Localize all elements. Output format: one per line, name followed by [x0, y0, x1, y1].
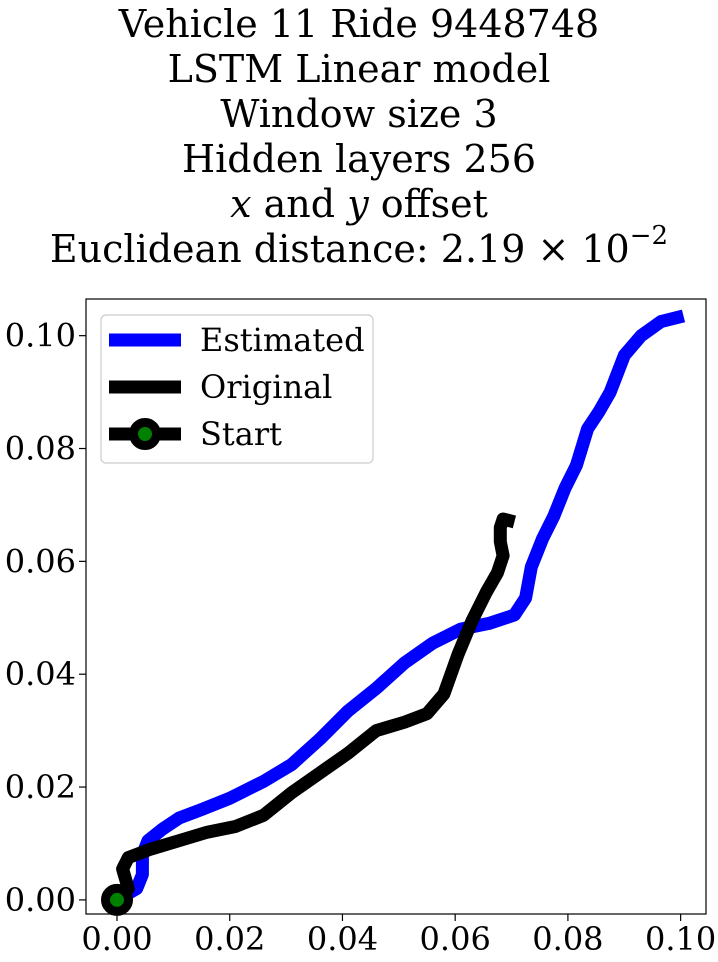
title-y-symbol: y — [347, 182, 369, 226]
series-line-original — [112, 512, 517, 905]
y-axis: 0.00 0.02 0.04 0.06 0.08 0.10 — [5, 317, 86, 919]
title-line-2: LSTM Linear model — [167, 47, 551, 91]
legend-label-original: Original — [200, 368, 332, 406]
title-distance-exponent: −2 — [629, 221, 669, 251]
x-tick-label: 0.02 — [194, 920, 265, 958]
x-tick-label: 0.04 — [307, 920, 378, 958]
legend-label-estimated: Estimated — [200, 321, 365, 359]
plot-series — [101, 309, 686, 916]
start-marker — [101, 883, 133, 916]
title-line-5: x and y offset — [0, 182, 718, 227]
x-tick-label: 0.10 — [645, 920, 716, 958]
title-offset-word: offset — [368, 182, 488, 226]
y-tick-label: 0.02 — [5, 768, 76, 806]
plot-frame — [85, 298, 707, 915]
title-distance-text: Euclidean distance: 2.19 × 10 — [49, 227, 630, 271]
x-tick-label: 0.08 — [532, 920, 603, 958]
title-line-6: Euclidean distance: 2.19 × 10−2 — [0, 223, 718, 272]
title-line-3: Window size 3 — [220, 92, 498, 136]
title-x-symbol: x — [230, 182, 252, 226]
x-axis: 0.00 0.02 0.04 0.06 0.08 0.10 — [81, 914, 716, 958]
title-and-word: and — [251, 182, 348, 226]
x-tick-label: 0.00 — [81, 920, 152, 958]
legend-start-marker — [129, 418, 161, 450]
series-line-estimated — [113, 309, 686, 906]
title-line-4: Hidden layers 256 — [181, 137, 537, 181]
legend-label-start: Start — [200, 415, 282, 453]
legend: Estimated Original Start — [100, 314, 374, 464]
legend-box — [100, 314, 374, 464]
chart-title: Vehicle 11 Ride 9448748 LSTM Linear mode… — [0, 2, 718, 272]
x-tick-label: 0.06 — [420, 920, 491, 958]
y-tick-label: 0.00 — [5, 881, 76, 919]
y-tick-label: 0.04 — [5, 655, 76, 693]
y-tick-label: 0.06 — [5, 542, 76, 580]
y-tick-label: 0.08 — [5, 430, 76, 468]
title-line-1: Vehicle 11 Ride 9448748 — [118, 2, 600, 46]
y-tick-label: 0.10 — [5, 317, 76, 355]
